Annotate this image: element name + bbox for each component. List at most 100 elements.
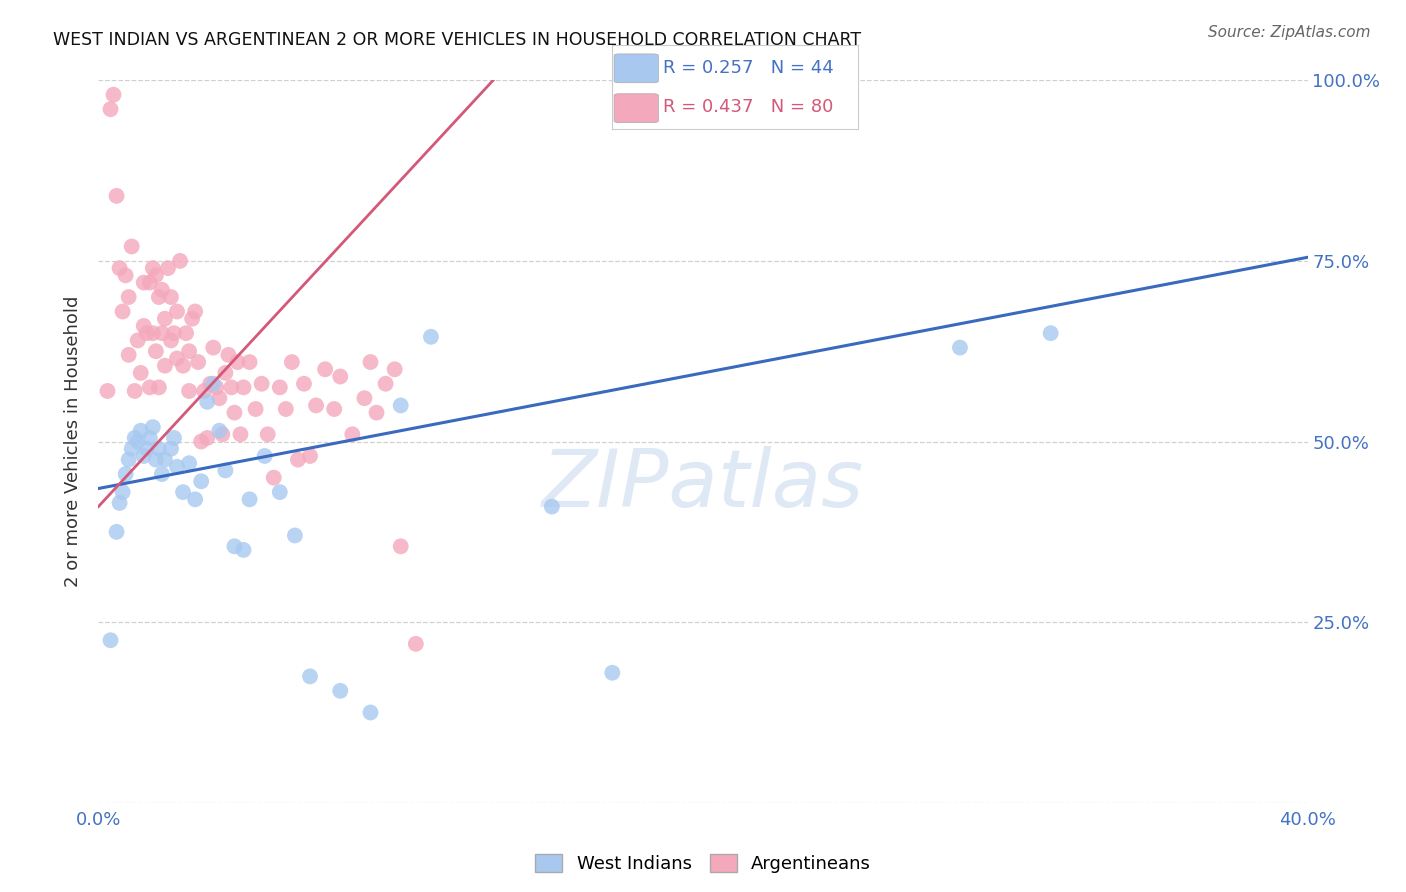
West Indians bbox=[114, 467, 136, 481]
Argentineans bbox=[132, 276, 155, 290]
Argentineans bbox=[353, 391, 375, 405]
Argentineans bbox=[145, 344, 167, 359]
Argentineans bbox=[121, 239, 143, 253]
West Indians bbox=[139, 431, 162, 445]
West Indians bbox=[389, 398, 412, 412]
West Indians bbox=[150, 467, 173, 481]
Argentineans bbox=[239, 355, 262, 369]
West Indians bbox=[602, 665, 624, 680]
Argentineans bbox=[127, 334, 149, 348]
Text: R = 0.257   N = 44: R = 0.257 N = 44 bbox=[664, 59, 834, 77]
Argentineans bbox=[389, 539, 412, 553]
West Indians bbox=[153, 452, 176, 467]
West Indians bbox=[329, 683, 352, 698]
West Indians bbox=[208, 424, 231, 438]
Argentineans bbox=[118, 290, 141, 304]
Text: R = 0.437   N = 80: R = 0.437 N = 80 bbox=[664, 98, 834, 116]
Legend: West Indians, Argentineans: West Indians, Argentineans bbox=[527, 847, 879, 880]
West Indians bbox=[129, 424, 152, 438]
Argentineans bbox=[181, 311, 204, 326]
Y-axis label: 2 or more Vehicles in Household: 2 or more Vehicles in Household bbox=[65, 296, 83, 587]
West Indians bbox=[540, 500, 562, 514]
Argentineans bbox=[166, 304, 188, 318]
Argentineans bbox=[314, 362, 336, 376]
West Indians bbox=[202, 376, 225, 391]
Argentineans bbox=[263, 470, 285, 484]
Argentineans bbox=[190, 434, 212, 449]
West Indians bbox=[195, 394, 218, 409]
West Indians bbox=[135, 442, 157, 456]
West Indians bbox=[214, 463, 236, 477]
West Indians bbox=[100, 633, 122, 648]
Argentineans bbox=[153, 359, 176, 373]
Argentineans bbox=[217, 348, 239, 362]
Argentineans bbox=[100, 102, 122, 116]
Argentineans bbox=[150, 326, 173, 340]
West Indians bbox=[190, 475, 212, 489]
West Indians bbox=[163, 431, 186, 445]
West Indians bbox=[269, 485, 291, 500]
Argentineans bbox=[299, 449, 322, 463]
West Indians bbox=[148, 442, 170, 456]
West Indians bbox=[239, 492, 262, 507]
West Indians bbox=[179, 456, 201, 470]
West Indians bbox=[111, 485, 134, 500]
Argentineans bbox=[103, 87, 125, 102]
West Indians bbox=[118, 452, 141, 467]
Argentineans bbox=[374, 376, 396, 391]
Argentineans bbox=[329, 369, 352, 384]
Argentineans bbox=[139, 276, 162, 290]
Argentineans bbox=[105, 189, 128, 203]
Argentineans bbox=[108, 261, 131, 276]
Argentineans bbox=[250, 376, 273, 391]
West Indians bbox=[299, 669, 322, 683]
Argentineans bbox=[163, 326, 186, 340]
West Indians bbox=[949, 341, 972, 355]
West Indians bbox=[232, 542, 254, 557]
Argentineans bbox=[129, 366, 152, 380]
Argentineans bbox=[179, 384, 201, 398]
Argentineans bbox=[305, 398, 328, 412]
Argentineans bbox=[135, 326, 157, 340]
West Indians bbox=[124, 431, 146, 445]
Argentineans bbox=[187, 355, 209, 369]
West Indians bbox=[172, 485, 194, 500]
Argentineans bbox=[200, 376, 222, 391]
Argentineans bbox=[214, 366, 236, 380]
West Indians bbox=[132, 449, 155, 463]
Argentineans bbox=[205, 380, 228, 394]
Argentineans bbox=[169, 253, 191, 268]
West Indians bbox=[160, 442, 183, 456]
Argentineans bbox=[292, 376, 315, 391]
West Indians bbox=[166, 459, 188, 474]
West Indians bbox=[420, 330, 443, 344]
Argentineans bbox=[96, 384, 118, 398]
Argentineans bbox=[281, 355, 304, 369]
Argentineans bbox=[323, 402, 346, 417]
Argentineans bbox=[142, 261, 165, 276]
Argentineans bbox=[160, 290, 183, 304]
Argentineans bbox=[184, 304, 207, 318]
West Indians bbox=[284, 528, 307, 542]
Argentineans bbox=[179, 344, 201, 359]
Argentineans bbox=[229, 427, 252, 442]
Argentineans bbox=[202, 341, 225, 355]
Argentineans bbox=[148, 380, 170, 394]
Argentineans bbox=[245, 402, 267, 417]
Argentineans bbox=[148, 290, 170, 304]
Argentineans bbox=[139, 380, 162, 394]
Argentineans bbox=[118, 348, 141, 362]
Text: Source: ZipAtlas.com: Source: ZipAtlas.com bbox=[1208, 25, 1371, 40]
Argentineans bbox=[111, 304, 134, 318]
West Indians bbox=[108, 496, 131, 510]
Argentineans bbox=[124, 384, 146, 398]
Argentineans bbox=[160, 334, 183, 348]
West Indians bbox=[360, 706, 382, 720]
Argentineans bbox=[342, 427, 364, 442]
Argentineans bbox=[366, 406, 388, 420]
Argentineans bbox=[405, 637, 427, 651]
Argentineans bbox=[153, 311, 176, 326]
Argentineans bbox=[287, 452, 309, 467]
Text: ZIPatlas: ZIPatlas bbox=[541, 446, 865, 524]
Argentineans bbox=[156, 261, 179, 276]
